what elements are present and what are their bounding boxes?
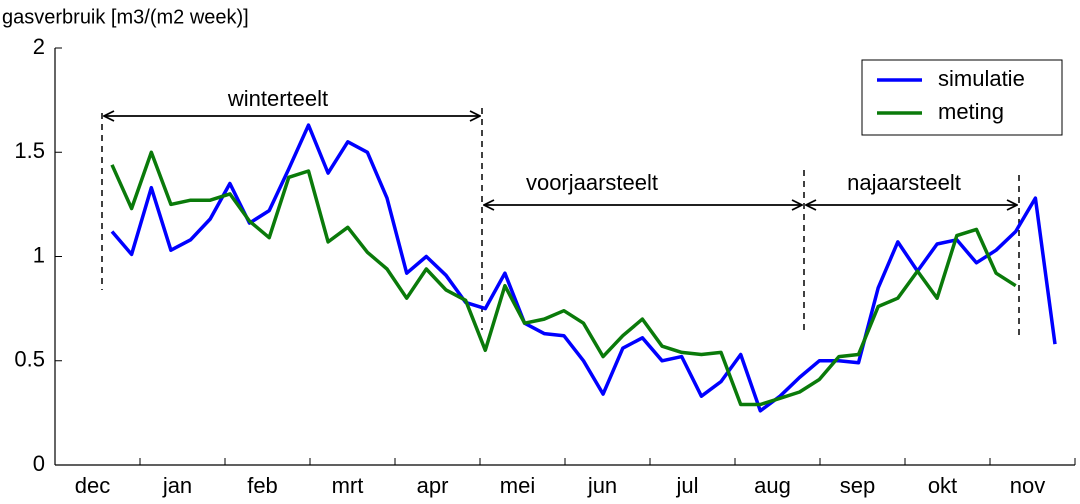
- x-tick-label: okt: [928, 473, 957, 498]
- annotation: voorjaarsteelt: [526, 170, 658, 195]
- x-tick-label: apr: [417, 473, 449, 498]
- annotation: najaarsteelt: [847, 170, 961, 195]
- series-line: [110, 150, 1017, 407]
- x-tick-label: mei: [500, 473, 535, 498]
- legend-box: [861, 59, 1063, 136]
- y-tick-label: 0: [33, 451, 45, 476]
- x-tick-label: feb: [247, 473, 278, 498]
- x-tick-label: jun: [587, 473, 617, 498]
- y-axis-label: gasverbruik [m3/(m2 week)]: [2, 6, 249, 28]
- x-tick-label: jul: [675, 473, 698, 498]
- x-tick-label: nov: [1010, 473, 1045, 498]
- x-tick-label: dec: [75, 473, 110, 498]
- series-line: [110, 123, 1057, 413]
- y-tick-label: 0.5: [14, 347, 45, 372]
- legend-label: meting: [938, 99, 1004, 124]
- y-tick-label: 1.5: [14, 138, 45, 163]
- x-tick-label: mrt: [332, 473, 364, 498]
- legend-label: simulatie: [938, 66, 1025, 91]
- y-tick-label: 2: [33, 34, 45, 59]
- x-tick-label: sep: [840, 473, 875, 498]
- y-tick-label: 1: [33, 242, 45, 267]
- annotation: winterteelt: [227, 86, 328, 111]
- x-tick-label: aug: [754, 473, 791, 498]
- x-tick-label: jan: [162, 473, 192, 498]
